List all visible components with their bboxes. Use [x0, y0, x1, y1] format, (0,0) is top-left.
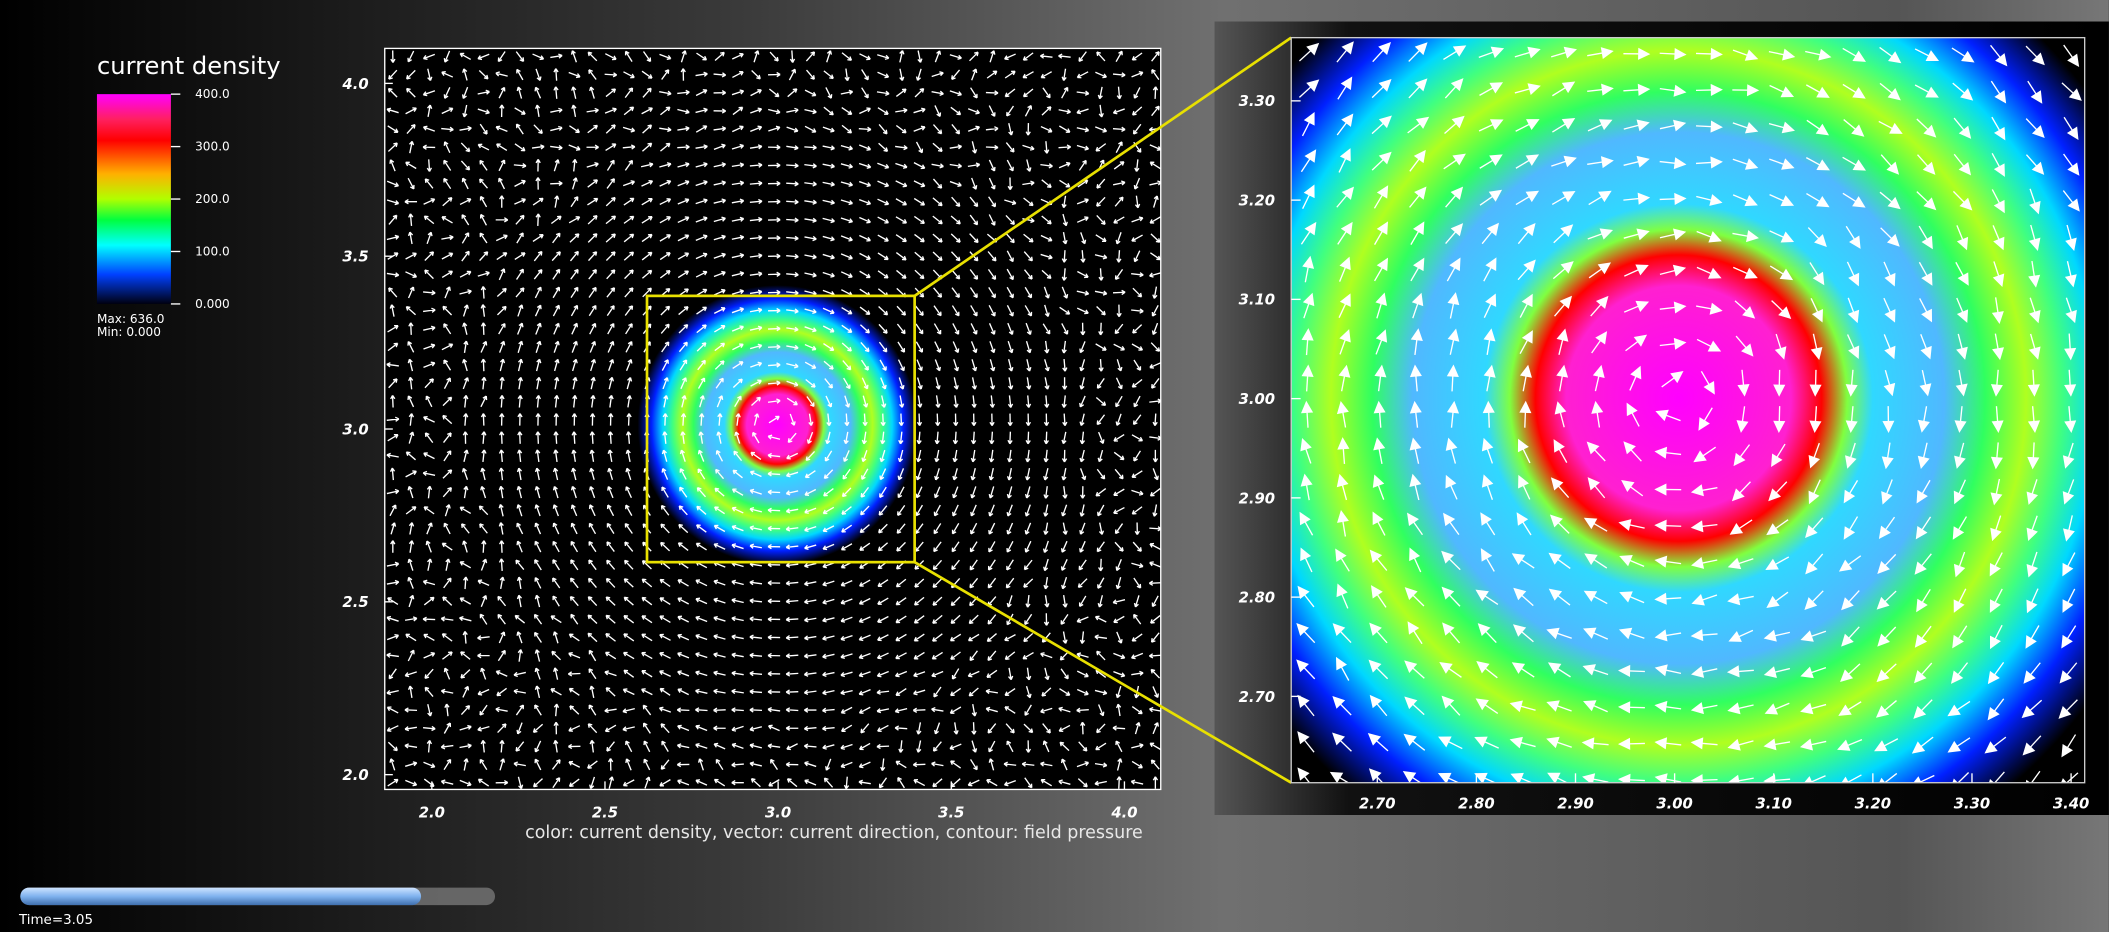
legend-title: current density — [97, 52, 281, 80]
connector-line — [913, 36, 1292, 297]
time-label: Time=3.05 — [18, 913, 93, 928]
x-tick-label: 4.0 — [1110, 805, 1137, 822]
legend-tick-label: 100.0 — [195, 245, 230, 259]
y-tick-label: 3.20 — [1239, 192, 1275, 209]
y-tick-label: 3.30 — [1239, 93, 1275, 110]
x-tick-label: 3.40 — [2053, 795, 2089, 812]
x-tick-label: 3.10 — [1755, 795, 1791, 812]
color-bar — [96, 94, 171, 304]
legend-tick-label: 300.0 — [195, 140, 230, 154]
legend-max: Max: 636.0 — [97, 312, 165, 326]
x-tick-label: 3.20 — [1855, 795, 1891, 812]
x-tick-label: 2.70 — [1359, 795, 1395, 812]
current-density-zoom — [1291, 37, 2085, 783]
y-tick-label: 3.0 — [342, 421, 368, 438]
y-tick-label: 3.5 — [342, 249, 368, 266]
time-slider-fill[interactable] — [20, 887, 422, 906]
legend-tick-label: 400.0 — [195, 87, 230, 101]
y-tick-label: 2.5 — [342, 594, 368, 611]
y-tick-label: 3.10 — [1239, 292, 1275, 309]
x-tick-label: 3.5 — [938, 805, 964, 822]
vector-heads — [1296, 41, 2082, 783]
connector-line — [913, 560, 1292, 784]
y-tick-label: 4.0 — [341, 76, 368, 93]
zoom-frame — [1290, 36, 2086, 784]
y-tick-label: 2.70 — [1239, 689, 1275, 706]
y-tick-label: 2.80 — [1239, 590, 1275, 607]
x-tick-label: 2.80 — [1458, 795, 1494, 812]
zoom-box — [645, 294, 916, 564]
vector-field — [386, 50, 1161, 790]
x-tick-label: 2.0 — [419, 805, 445, 822]
x-tick-label: 3.30 — [1954, 795, 1990, 812]
y-tick-label: 3.00 — [1239, 391, 1275, 408]
caption: color: current density, vector: current … — [525, 823, 1143, 843]
legend-tick-label: 200.0 — [195, 192, 230, 206]
x-tick-label: 3.0 — [765, 805, 791, 822]
legend-min: Min: 0.000 — [97, 325, 161, 339]
x-tick-label: 2.5 — [592, 805, 618, 822]
y-tick-label: 2.90 — [1239, 490, 1275, 507]
x-tick-label: 2.90 — [1557, 795, 1593, 812]
legend-tick-label: 0.000 — [195, 297, 230, 311]
current-density-blob — [637, 285, 918, 565]
y-tick-label: 2.0 — [342, 767, 368, 784]
vector-shafts — [1298, 44, 2079, 783]
x-tick-label: 3.00 — [1656, 795, 1692, 812]
